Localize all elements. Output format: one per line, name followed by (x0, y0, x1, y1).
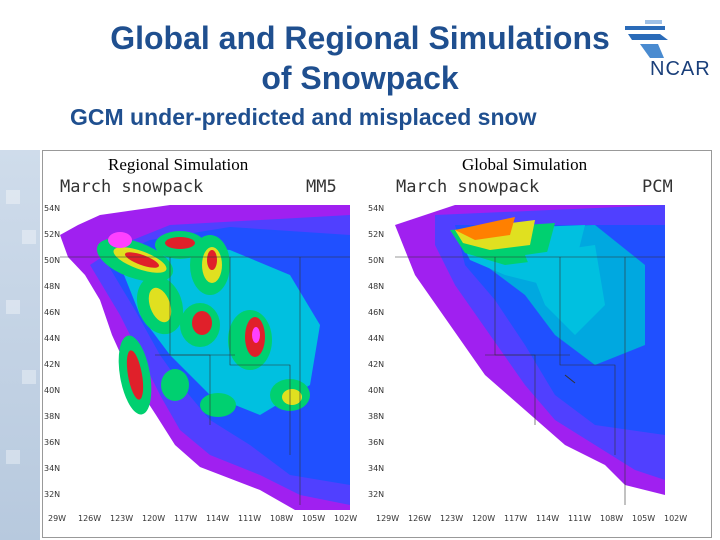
global-map (395, 205, 685, 510)
global-lat-tick: 34N (368, 464, 385, 473)
regional-lon-tick: 29W (48, 514, 67, 523)
global-lon-tick: 111W (568, 514, 592, 523)
regional-lon-tick: 126W (78, 514, 102, 523)
global-lon-tick: 126W (408, 514, 432, 523)
global-lat-tick: 38N (368, 412, 385, 421)
regional-lon-tick: 111W (238, 514, 262, 523)
global-lon-tick: 123W (440, 514, 464, 523)
regional-model-label: MM5 (306, 177, 337, 197)
regional-lon-tick: 123W (110, 514, 134, 523)
regional-map (60, 205, 350, 510)
ncar-logo-text: NCAR (650, 58, 711, 80)
regional-lat-tick: 32N (44, 490, 61, 499)
global-panel-label: Global Simulation (462, 155, 588, 174)
global-lon-tick: 120W (472, 514, 496, 523)
global-lat-tick: 52N (368, 230, 385, 239)
regional-lon-tick: 105W (302, 514, 326, 523)
global-lon-tick: 117W (504, 514, 528, 523)
regional-lon-tick: 120W (142, 514, 166, 523)
regional-map-title: March snowpack (60, 177, 204, 197)
regional-lon-tick: 108W (270, 514, 294, 523)
global-lon-tick: 129W (376, 514, 400, 523)
global-lon-tick: 108W (600, 514, 624, 523)
global-lon-tick: 105W (632, 514, 656, 523)
title-line-1: Global and Regional Simulations (110, 20, 610, 56)
global-lon-tick: 102W (664, 514, 688, 523)
regional-lat-tick: 36N (44, 438, 61, 447)
title-line-2: of Snowpack (261, 60, 459, 96)
regional-lat-tick: 34N (44, 464, 61, 473)
regional-lat-tick: 52N (44, 230, 61, 239)
global-lat-tick: 44N (368, 334, 385, 343)
global-lat-tick: 48N (368, 282, 385, 291)
regional-lat-tick: 48N (44, 282, 61, 291)
regional-lat-tick: 50N (44, 256, 61, 265)
ncar-logo-icon (625, 20, 668, 58)
regional-panel-label: Regional Simulation (108, 155, 249, 174)
global-lat-tick: 42N (368, 360, 385, 369)
global-lat-tick: 46N (368, 308, 385, 317)
global-lon-tick: 114W (536, 514, 560, 523)
slide-title: Global and Regional Simulations of Snowp… (40, 18, 680, 98)
regional-lat-tick: 40N (44, 386, 61, 395)
regional-lat-tick: 46N (44, 308, 61, 317)
regional-lon-tick: 117W (174, 514, 198, 523)
global-lat-tick: 36N (368, 438, 385, 447)
global-model-label: PCM (642, 177, 673, 197)
global-map-title: March snowpack (396, 177, 540, 197)
slide-subtitle: GCM under-predicted and misplaced snow (70, 104, 537, 130)
global-lat-tick: 32N (368, 490, 385, 499)
regional-lon-tick: 114W (206, 514, 230, 523)
regional-lat-tick: 38N (44, 412, 61, 421)
side-decoration (0, 150, 40, 540)
regional-lon-tick: 102W (334, 514, 358, 523)
regional-lat-tick: 44N (44, 334, 61, 343)
regional-lat-tick: 54N (44, 204, 61, 213)
regional-lat-tick: 42N (44, 360, 61, 369)
global-lat-tick: 40N (368, 386, 385, 395)
global-lat-tick: 50N (368, 256, 385, 265)
global-lat-tick: 54N (368, 204, 385, 213)
